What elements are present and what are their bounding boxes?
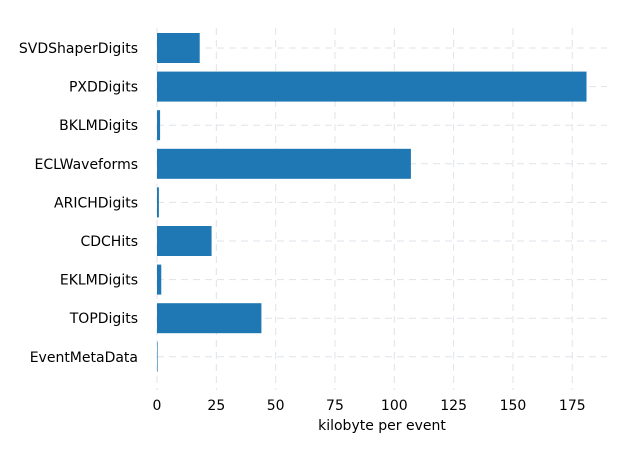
category-label: ECLWaveforms	[35, 157, 139, 173]
category-label: ARICHDigits	[54, 195, 138, 211]
bar-BKLMDigits	[157, 110, 161, 141]
category-label: PXDDigits	[69, 80, 138, 96]
x-tick-label: 125	[440, 398, 467, 414]
x-tick-labels: 0 25 50 75 100 125 150 175	[153, 398, 586, 414]
x-axis-title: kilobyte per event	[318, 418, 446, 434]
x-tick-label: 25	[207, 398, 225, 414]
x-tick-label: 175	[559, 398, 586, 414]
x-tick-label: 0	[153, 398, 162, 414]
x-tick-label: 150	[500, 398, 527, 414]
x-tick-label: 50	[267, 398, 285, 414]
category-label: TOPDigits	[69, 311, 138, 327]
bar-TOPDigits	[157, 303, 262, 334]
bar-ECLWaveforms	[157, 148, 411, 179]
bar-ARICHDigits	[157, 187, 159, 218]
x-tick-label: 100	[381, 398, 408, 414]
category-label: EKLMDigits	[60, 273, 138, 289]
category-label: BKLMDigits	[59, 118, 138, 134]
bar-PXDDigits	[157, 71, 587, 102]
category-label: CDCHits	[80, 234, 138, 250]
x-tick-label: 75	[326, 398, 344, 414]
category-label: SVDShaperDigits	[19, 41, 138, 57]
bar-CDCHits	[157, 226, 212, 256]
bar-EKLMDigits	[157, 264, 162, 295]
bars	[157, 33, 587, 372]
bar-SVDShaperDigits	[157, 33, 200, 63]
category-label: EventMetaData	[30, 350, 138, 366]
bar-EventMetaData	[157, 341, 158, 372]
category-labels: SVDShaperDigits PXDDigits BKLMDigits ECLWav…	[19, 41, 138, 366]
